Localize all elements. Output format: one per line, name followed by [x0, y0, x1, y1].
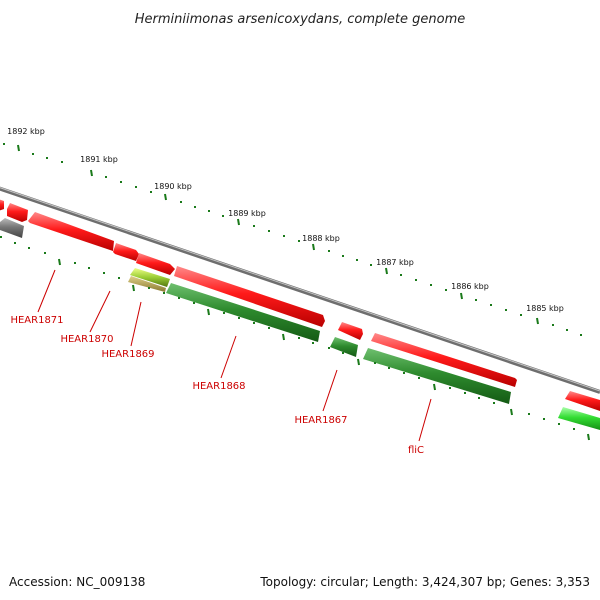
gene-label-flic[interactable]: fliC: [408, 445, 424, 456]
tick-label: 1886 kbp: [451, 282, 489, 291]
tick-track: 1892 kbp 1891 kbp 1890 kbp 1889 kbp 1888…: [3, 127, 582, 336]
gene-label-hear1871[interactable]: HEAR1871: [10, 315, 63, 326]
gene-pseudo[interactable]: [0, 218, 24, 238]
gene-reverse[interactable]: [166, 283, 320, 342]
gene-reverse[interactable]: [130, 268, 170, 287]
gene-forward[interactable]: [28, 212, 114, 251]
gene-forward[interactable]: [565, 391, 600, 411]
gene-forward[interactable]: [371, 333, 517, 387]
tick-track-lower: [0, 236, 590, 441]
gene-label-hear1870[interactable]: HEAR1870: [60, 334, 113, 345]
gene-forward[interactable]: [0, 199, 4, 211]
gene-label-hear1869[interactable]: HEAR1869: [101, 349, 154, 360]
map-title: Herminiimonas arsenicoxydans, complete g…: [135, 12, 465, 27]
gene-reverse[interactable]: [330, 337, 358, 357]
accession-text: Accession: NC_009138: [9, 575, 145, 589]
tick-dots-upper: [3, 143, 582, 336]
tick-label: 1890 kbp: [154, 182, 192, 191]
gene-forward[interactable]: [174, 266, 325, 327]
tick-label: 1891 kbp: [80, 155, 118, 164]
gene-forward[interactable]: [338, 322, 363, 340]
gene-forward[interactable]: [136, 253, 175, 275]
tick-marks-upper: [17, 144, 539, 325]
tick-label: 1888 kbp: [302, 234, 340, 243]
gene-reverse[interactable]: [128, 276, 166, 292]
gene-forward[interactable]: [113, 243, 139, 261]
tick-label: 1885 kbp: [526, 304, 564, 313]
tick-label: 1889 kbp: [228, 209, 266, 218]
genome-summary-text: Topology: circular; Length: 3,424,307 bp…: [259, 575, 590, 589]
gene-label-hear1867[interactable]: HEAR1867: [294, 415, 347, 426]
tick-label: 1887 kbp: [376, 258, 414, 267]
reverse-genes: [0, 218, 600, 430]
genome-backbone: [0, 186, 600, 394]
forward-genes: [0, 199, 600, 411]
gene-highlight[interactable]: [558, 407, 600, 430]
gene-label-hear1868[interactable]: HEAR1868: [192, 381, 245, 392]
tick-label: 1892 kbp: [7, 127, 45, 136]
gene-forward[interactable]: [7, 203, 28, 222]
gene-label-leaders: [37, 269, 432, 442]
gene-reverse[interactable]: [363, 348, 511, 404]
